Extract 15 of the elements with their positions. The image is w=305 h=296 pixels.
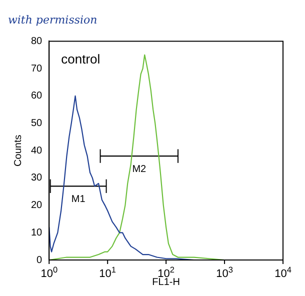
- annotation: control: [61, 51, 100, 66]
- chart-title: with permission: [8, 13, 98, 26]
- y-tick-label: 60: [31, 90, 43, 102]
- series-label: M1: [71, 194, 86, 205]
- y-axis-title: Counts: [12, 134, 24, 166]
- y-tick-label: 70: [31, 63, 43, 74]
- y-tick-label: 10: [31, 227, 43, 238]
- y-tick-label: 30: [31, 172, 43, 184]
- y-tick-label: 40: [31, 145, 43, 156]
- y-tick-label: 0: [36, 254, 43, 266]
- x-axis-title: FL1-H: [152, 276, 180, 288]
- y-tick-label: 80: [31, 36, 43, 47]
- y-tick-label: 20: [31, 200, 43, 212]
- series-label: M2: [132, 164, 147, 175]
- y-tick-label: 50: [31, 118, 43, 129]
